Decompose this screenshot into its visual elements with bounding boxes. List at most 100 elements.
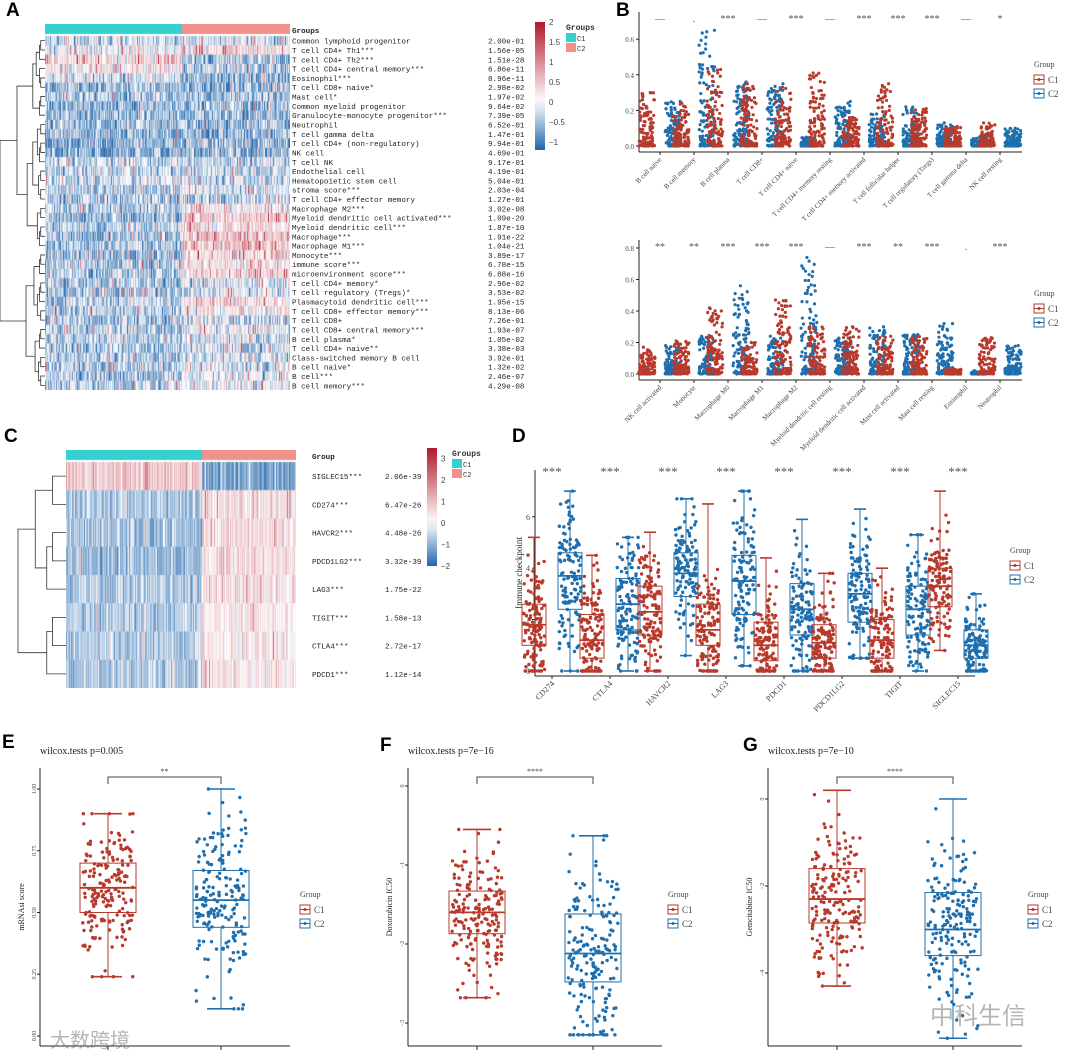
data-point: [822, 141, 826, 145]
heatmap-row-label-a: Myeloid dendritic cell***: [292, 225, 406, 233]
data-point: [1004, 144, 1008, 148]
data-point: [822, 365, 826, 369]
data-point: [885, 129, 889, 134]
data-point: [776, 344, 780, 348]
data-point: [720, 354, 724, 359]
data-point: [868, 346, 872, 350]
data-point: [746, 327, 750, 331]
data-point: [807, 272, 811, 277]
data-point: [811, 95, 816, 99]
data-point: [774, 312, 778, 317]
data-point: [733, 303, 737, 307]
data-point: [854, 327, 859, 331]
data-point: [880, 138, 885, 142]
heatmap-row-pvalue-a: 3.89e-17: [488, 253, 524, 261]
data-point: [737, 110, 741, 114]
colorbar-tick-c: −2: [441, 562, 451, 571]
data-point: [915, 136, 919, 140]
data-point: [678, 112, 682, 116]
data-point: [746, 124, 750, 128]
data-point: [713, 372, 717, 376]
data-point: [642, 124, 647, 128]
data-point: [665, 358, 669, 362]
data-point: [686, 352, 691, 356]
data-point: [767, 368, 771, 372]
data-point: [983, 336, 987, 340]
data-point: [767, 144, 771, 148]
data-point: [868, 128, 872, 132]
data-point: [767, 344, 771, 348]
heatmap-row-pvalue-a: 1.05e-02: [488, 337, 525, 345]
data-point: [785, 141, 789, 145]
data-point: [1010, 134, 1015, 139]
data-point: [679, 363, 684, 368]
data-point: [700, 67, 705, 71]
data-point: [699, 119, 703, 123]
data-point: [814, 372, 818, 376]
data-point: [744, 340, 748, 344]
data-point: [880, 105, 884, 109]
heatmap-row-label-a: Common myeloid progenitor: [292, 104, 406, 112]
data-point: [808, 316, 812, 320]
data-point: [880, 347, 884, 352]
data-point: [774, 361, 778, 366]
data-point: [716, 85, 720, 89]
data-point: [993, 123, 997, 127]
data-point: [666, 369, 670, 374]
data-point: [835, 117, 839, 121]
data-point: [685, 342, 690, 347]
data-point: [887, 350, 892, 354]
data-point: [842, 127, 846, 131]
data-point: [819, 144, 823, 148]
data-point: [867, 123, 871, 127]
data-point: [721, 363, 725, 367]
data-point: [714, 143, 719, 147]
data-point: [890, 116, 895, 120]
data-point: [982, 368, 986, 372]
data-point: [1010, 141, 1014, 145]
legend-label-c2: C2: [577, 46, 585, 54]
heatmap-row-label-a: Endothelial cell: [292, 169, 365, 177]
heatmap-row-pvalue-a: 4.19e-01: [488, 169, 525, 177]
data-point: [749, 357, 753, 362]
data-point: [920, 113, 924, 117]
heatmap-row-pvalue-a: 1.47e-01: [488, 132, 525, 140]
data-point: [836, 109, 840, 113]
data-point: [852, 123, 856, 127]
data-point: [776, 135, 781, 139]
data-point: [1017, 133, 1022, 137]
data-point: [769, 105, 773, 109]
data-point: [775, 350, 779, 354]
heatmap-row-pvalue-a: 6.88e-16: [488, 272, 525, 280]
data-point: [708, 335, 712, 339]
data-point: [847, 140, 851, 144]
data-point: [813, 289, 817, 293]
data-point: [940, 126, 944, 131]
data-point: [1016, 344, 1020, 348]
heatmap-row-label-a: T cell CD4+ Th2***: [292, 57, 374, 65]
data-point: [818, 118, 823, 122]
data-point: [959, 125, 963, 130]
data-point: [776, 110, 780, 114]
data-point: [951, 131, 955, 135]
data-point: [765, 127, 769, 131]
significance-label: ***: [925, 14, 940, 25]
data-point: [886, 82, 891, 86]
data-point: [702, 81, 706, 85]
data-point: [885, 144, 890, 148]
data-point: [846, 364, 850, 368]
data-point: [707, 109, 712, 114]
data-point: [774, 92, 778, 97]
data-point: [768, 334, 772, 338]
data-point: [732, 133, 736, 137]
data-point: [771, 134, 775, 138]
data-point: [844, 355, 848, 359]
data-point: [940, 123, 944, 127]
data-point: [677, 371, 681, 376]
data-point: [920, 110, 925, 114]
data-point: [755, 119, 759, 123]
data-point: [703, 362, 707, 366]
data-point: [640, 130, 644, 135]
data-point: [713, 100, 718, 104]
data-point: [811, 270, 815, 274]
